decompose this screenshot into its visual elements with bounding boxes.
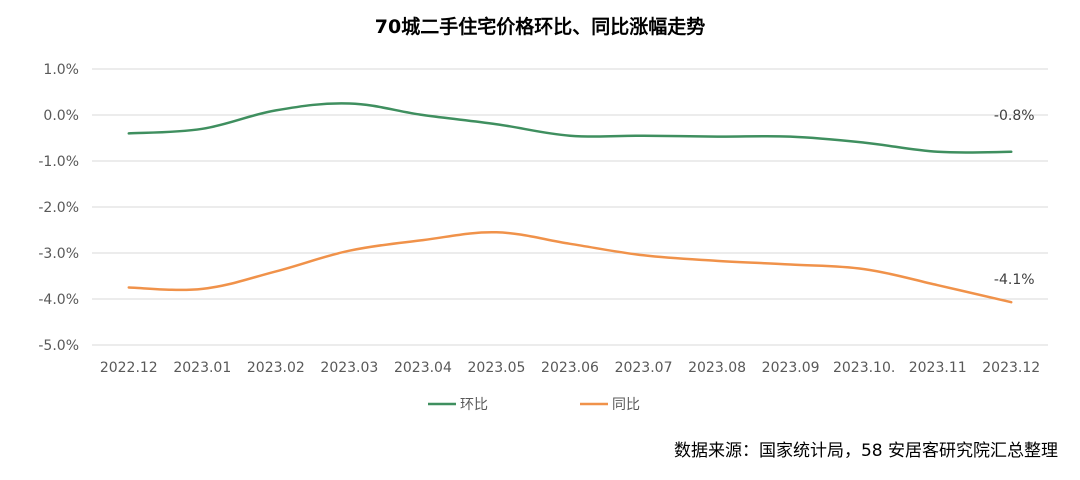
x-tick-label: 2023.10. — [833, 360, 895, 376]
legend-label: 同比 — [612, 397, 640, 413]
gridlines — [92, 68, 1048, 346]
y-tick-label: -4.0% — [38, 292, 79, 308]
series-lines — [127, 102, 1013, 304]
x-tick-label: 2023.04 — [394, 360, 452, 376]
x-tick-label: 2023.12 — [982, 360, 1040, 376]
y-tick-label: -1.0% — [38, 154, 79, 170]
x-tick-label: 2023.01 — [173, 360, 231, 376]
chart-title: 70城二手住宅价格环比、同比涨幅走势 — [374, 16, 706, 38]
x-tick-label: 2023.02 — [247, 360, 305, 376]
y-tick-label: -5.0% — [38, 338, 79, 354]
x-tick-label: 2022.12 — [100, 360, 158, 376]
legend-label: 环比 — [460, 397, 488, 413]
series-line-yoy — [127, 231, 1013, 304]
x-tick-label: 2023.11 — [909, 360, 967, 376]
x-tick-label: 2023.06 — [541, 360, 599, 376]
x-tick-label: 2023.03 — [320, 360, 378, 376]
axes: 1.0% 0.0% -1.0% -2.0% -3.0% -4.0% -5.0% 2022.12… — [38, 62, 1040, 376]
y-tick-label: 0.0% — [43, 108, 79, 124]
end-data-label: -0.8% — [994, 108, 1035, 124]
x-tick-label: 2023.08 — [688, 360, 746, 376]
x-tick-label: 2023.09 — [762, 360, 820, 376]
data-labels: -0.8% -4.1% — [994, 108, 1035, 288]
x-tick-label: 2023.07 — [615, 360, 673, 376]
end-data-label: -4.1% — [994, 272, 1035, 288]
y-tick-label: -2.0% — [38, 200, 79, 216]
x-tick-label: 2023.05 — [468, 360, 526, 376]
source-note: 数据来源：国家统计局，58 安居客研究院汇总整理 — [673, 441, 1058, 461]
series-line-mom — [127, 102, 1013, 154]
y-tick-label: 1.0% — [43, 62, 79, 78]
legend: 环比 同比 — [428, 397, 640, 413]
y-tick-label: -3.0% — [38, 246, 79, 262]
